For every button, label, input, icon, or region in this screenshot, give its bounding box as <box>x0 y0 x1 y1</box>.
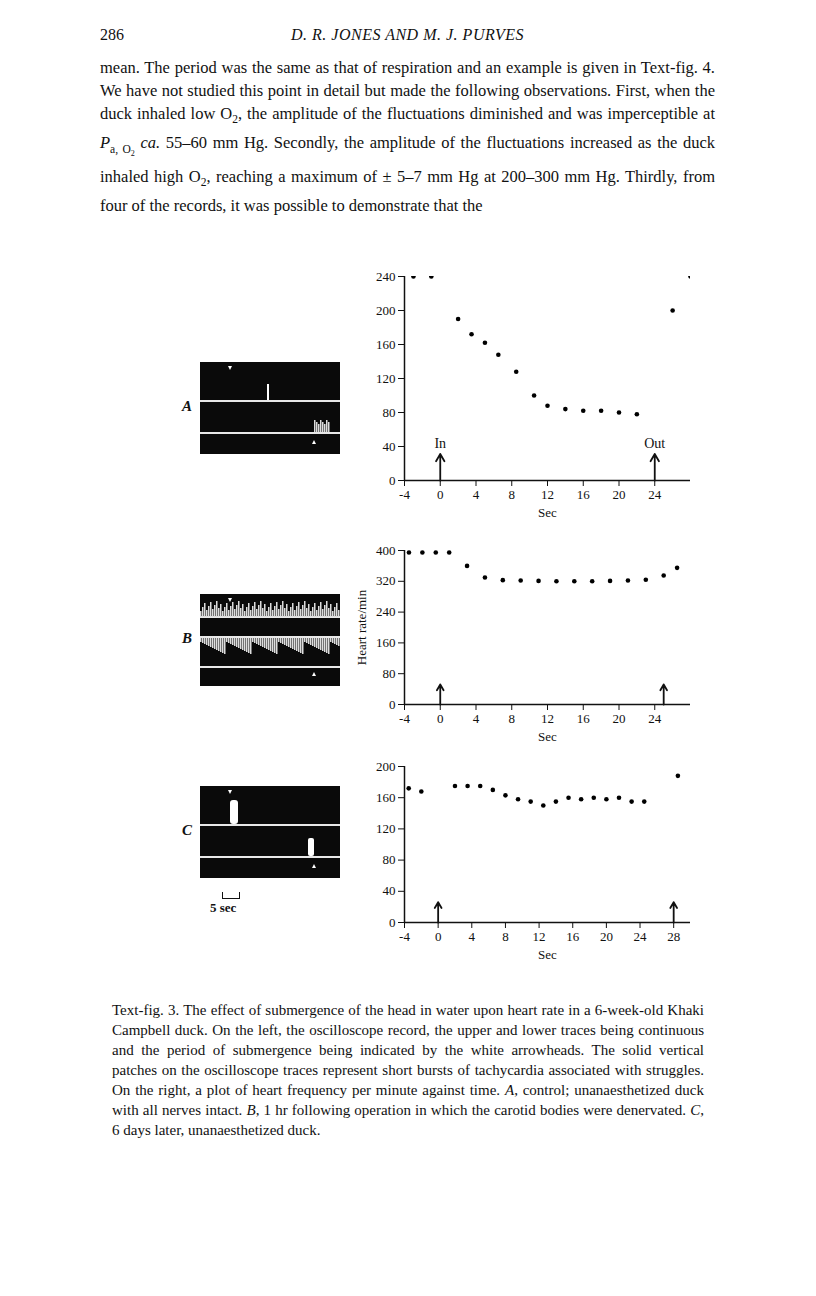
svg-text:Heart rate/min: Heart rate/min <box>354 589 369 665</box>
html-text:Pa, O2 ca. 55–60 mm Hg. Second: Pa, O2 ca. 55–60 mm Hg. Secondly, the am… <box>100 133 715 216</box>
svg-text:80: 80 <box>383 852 396 867</box>
svg-text:120: 120 <box>376 371 396 386</box>
svg-text:16: 16 <box>566 929 580 944</box>
svg-text:160: 160 <box>376 790 396 805</box>
html-text:286: 286 <box>100 26 124 43</box>
svg-text:240: 240 <box>376 269 396 284</box>
svg-text:200: 200 <box>376 759 396 774</box>
svg-text:4: 4 <box>473 711 480 726</box>
svg-text:0: 0 <box>435 929 442 944</box>
svg-text:24: 24 <box>648 711 662 726</box>
svg-text:400: 400 <box>376 543 396 558</box>
svg-text:20: 20 <box>613 711 626 726</box>
html-text:Text-fig. 3. The effect of sub: Text-fig. 3. The effect of submergence o… <box>112 1002 704 1138</box>
html-text:5 sec: 5 sec <box>210 900 237 915</box>
svg-text:0: 0 <box>437 487 444 502</box>
svg-text:-4: -4 <box>399 487 410 502</box>
svg-text:40: 40 <box>383 883 396 898</box>
svg-text:-4: -4 <box>399 711 410 726</box>
svg-text:12: 12 <box>541 711 554 726</box>
svg-text:200: 200 <box>376 303 396 318</box>
svg-text:80: 80 <box>383 405 396 420</box>
svg-text:12: 12 <box>533 929 546 944</box>
svg-text:0: 0 <box>389 915 396 930</box>
svg-text:0: 0 <box>389 697 396 712</box>
svg-text:24: 24 <box>634 929 648 944</box>
svg-text:0: 0 <box>437 711 444 726</box>
svg-text:20: 20 <box>600 929 613 944</box>
svg-text:8: 8 <box>509 487 516 502</box>
svg-text:40: 40 <box>383 439 396 454</box>
svg-text:160: 160 <box>376 635 396 650</box>
html-text:C: C <box>182 822 192 838</box>
svg-text:28: 28 <box>667 929 680 944</box>
svg-text:8: 8 <box>509 711 516 726</box>
svg-text:24: 24 <box>648 487 662 502</box>
svg-text:-4: -4 <box>399 929 410 944</box>
svg-text:16: 16 <box>577 487 591 502</box>
svg-text:8: 8 <box>502 929 509 944</box>
svg-text:4: 4 <box>473 487 480 502</box>
html-text:mean. The period was the same: mean. The period was the same as that of… <box>100 58 715 126</box>
svg-text:80: 80 <box>383 666 396 681</box>
svg-text:Sec: Sec <box>538 947 557 962</box>
html-text:A: A <box>182 398 192 414</box>
svg-text:240: 240 <box>376 604 396 619</box>
html-text:D. R. JONES AND M. J. PURVES: D. R. JONES AND M. J. PURVES <box>291 26 524 43</box>
svg-text:Out: Out <box>644 436 665 451</box>
svg-text:0: 0 <box>389 473 396 488</box>
svg-text:4: 4 <box>469 929 476 944</box>
svg-text:Sec: Sec <box>538 729 557 744</box>
svg-text:320: 320 <box>376 573 396 588</box>
svg-text:In: In <box>434 436 446 451</box>
svg-text:160: 160 <box>376 337 396 352</box>
html-text:B: B <box>182 630 192 646</box>
svg-text:16: 16 <box>577 711 591 726</box>
svg-text:12: 12 <box>541 487 554 502</box>
svg-text:20: 20 <box>613 487 626 502</box>
svg-text:120: 120 <box>376 821 396 836</box>
svg-text:Sec: Sec <box>538 505 557 520</box>
